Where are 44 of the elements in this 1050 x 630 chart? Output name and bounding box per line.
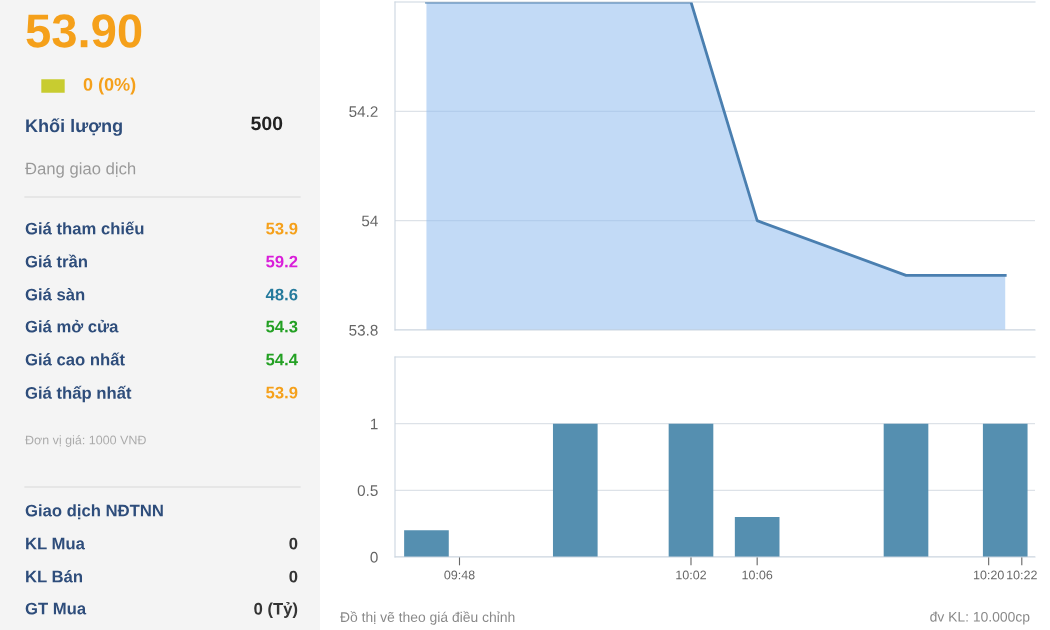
y-tick-label: 54.2 xyxy=(349,106,378,118)
text: 0 (0%) xyxy=(83,77,136,95)
text: KL Bán xyxy=(26,570,83,583)
x-tick-label: 10:20 xyxy=(973,570,1004,580)
x-tick-label: 10:22 xyxy=(1007,570,1037,580)
text: 59.2 xyxy=(266,255,298,268)
text: 53.9 xyxy=(266,222,298,235)
text: Giá cao nhất xyxy=(25,352,125,366)
text: 500 xyxy=(251,116,283,131)
text: 0 xyxy=(289,570,298,583)
text: KL Mua xyxy=(26,537,85,550)
bar xyxy=(552,423,598,557)
bar xyxy=(883,423,929,557)
text: Giá thấp nhất xyxy=(25,385,132,403)
text: 53.9 xyxy=(266,386,298,399)
text: Giá mở cửa xyxy=(25,319,119,333)
bar xyxy=(982,423,1028,557)
x-tick-label: 10:06 xyxy=(742,570,773,580)
y-tick-label: 1 xyxy=(371,418,378,430)
text: Đơn vị giá: 1000 VNĐ xyxy=(25,435,146,447)
x-tick-label: 09:48 xyxy=(444,570,475,580)
text: GT Mua xyxy=(25,602,87,615)
y-tick-label: 0 xyxy=(370,551,378,563)
text: đv KL: 10.000cp xyxy=(930,611,1030,625)
y-tick-label: 54 xyxy=(361,215,378,227)
text: Giao dịch NĐTNN xyxy=(25,504,163,520)
text: 0 xyxy=(289,537,298,550)
bar xyxy=(668,423,714,557)
y-tick-label: 0.5 xyxy=(357,485,378,497)
y-tick-label: 53.8 xyxy=(349,324,378,336)
text: Giá trần xyxy=(25,254,87,268)
text: 54.3 xyxy=(266,320,298,333)
text: Đang giao dịch xyxy=(25,162,136,178)
bar xyxy=(734,517,780,557)
text: Giá tham chiếu xyxy=(25,221,144,235)
x-tick-label: 10:02 xyxy=(676,570,706,580)
text: 53.90 xyxy=(26,14,142,48)
text: Khối lượng xyxy=(26,118,122,136)
text: 48.6 xyxy=(265,288,298,301)
text: 54.4 xyxy=(266,353,298,366)
text: Đồ thị vẽ theo giá điều chỉnh xyxy=(340,611,515,625)
text: Giá sàn xyxy=(25,288,85,301)
text: 0 (Tỷ) xyxy=(254,602,298,618)
bar xyxy=(404,530,449,557)
